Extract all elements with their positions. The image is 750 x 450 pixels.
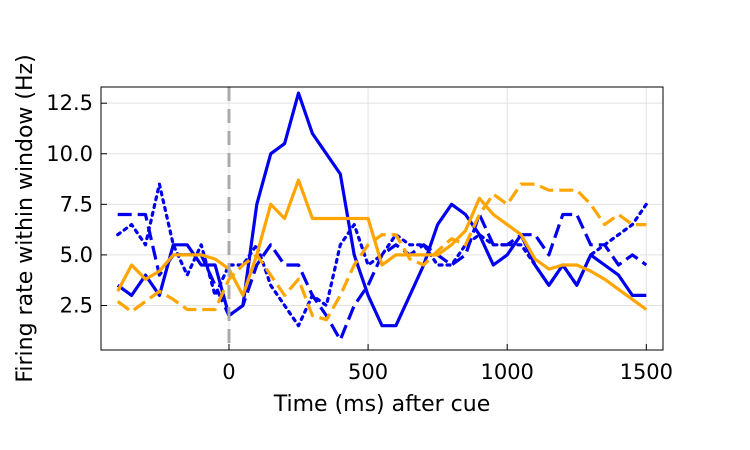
series-layer: [116, 91, 648, 342]
x-tick-label: 0: [222, 360, 235, 384]
y-tick-label: 12.5: [46, 91, 93, 115]
x-tick-label: 500: [348, 360, 388, 384]
x-axis-label: Time (ms) after cue: [273, 392, 491, 417]
series-line-4: [116, 178, 648, 311]
x-tick-label: 1500: [620, 360, 673, 384]
series-line-1: [116, 91, 647, 328]
x-tick-label: 1000: [480, 360, 533, 384]
y-tick-label: 7.5: [60, 192, 93, 216]
y-tick-label: 2.5: [60, 293, 93, 317]
y-axis-label: Firing rate within window (Hz): [13, 54, 38, 382]
axis-ticks: 0 500 1000 1500 2.5 5.0 7.5 10.0 12.5: [46, 91, 673, 384]
series-line-5: [116, 182, 647, 322]
y-tick-label: 5.0: [60, 243, 93, 267]
y-tick-label: 10.0: [46, 142, 93, 166]
plot-frame: [100, 86, 664, 351]
series-line-3: [116, 182, 648, 328]
